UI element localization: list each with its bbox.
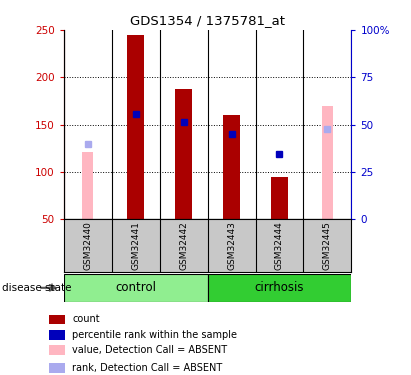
Bar — [49, 315, 65, 324]
Bar — [322, 106, 333, 219]
Text: value, Detection Call = ABSENT: value, Detection Call = ABSENT — [72, 345, 227, 355]
Text: GSM32440: GSM32440 — [83, 221, 92, 270]
Bar — [49, 330, 65, 340]
Bar — [175, 89, 192, 219]
Bar — [82, 152, 93, 219]
Bar — [271, 177, 288, 219]
Bar — [127, 35, 144, 219]
Bar — [208, 274, 351, 302]
Bar — [49, 345, 65, 355]
Text: count: count — [72, 315, 99, 324]
Text: GSM32445: GSM32445 — [323, 221, 332, 270]
Bar — [223, 115, 240, 219]
Text: GSM32442: GSM32442 — [179, 221, 188, 270]
Text: cirrhosis: cirrhosis — [255, 281, 304, 294]
Title: GDS1354 / 1375781_at: GDS1354 / 1375781_at — [130, 15, 285, 27]
Text: GSM32444: GSM32444 — [275, 221, 284, 270]
Text: percentile rank within the sample: percentile rank within the sample — [72, 330, 237, 340]
Text: GSM32441: GSM32441 — [131, 221, 140, 270]
Text: rank, Detection Call = ABSENT: rank, Detection Call = ABSENT — [72, 363, 222, 373]
Text: disease state: disease state — [2, 283, 72, 293]
Bar — [64, 274, 208, 302]
Bar — [49, 363, 65, 373]
Text: GSM32443: GSM32443 — [227, 221, 236, 270]
Text: control: control — [115, 281, 156, 294]
